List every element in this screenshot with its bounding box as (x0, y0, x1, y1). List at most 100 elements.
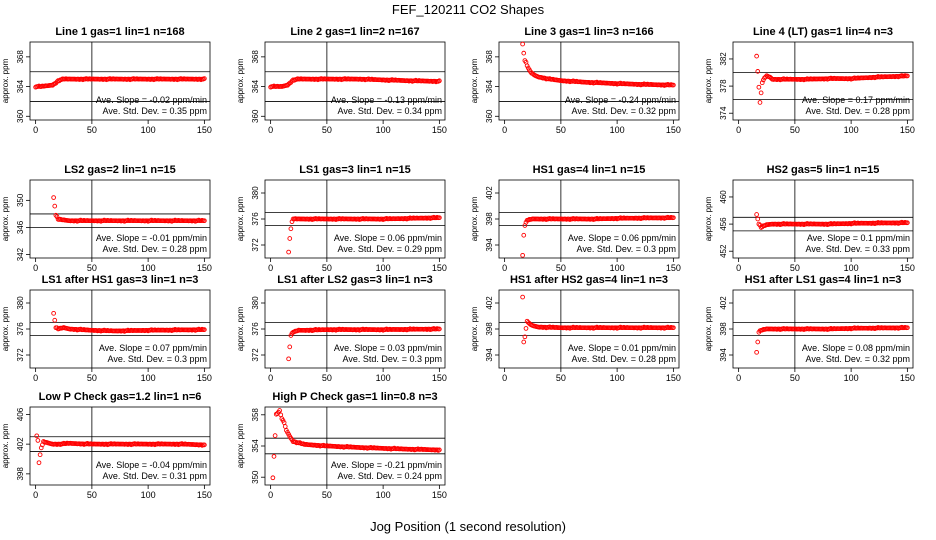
slope-annotation: Ave. Slope = 0.06 ppm/min (334, 233, 442, 243)
panel-title: LS2 gas=2 lin=1 n=15 (64, 164, 176, 176)
slope-annotation: Ave. Slope = 0.17 ppm/min (802, 95, 910, 105)
y-axis-label: approx. ppm (470, 196, 479, 241)
plot-frame (732, 41, 914, 121)
x-tick-label: 100 (610, 263, 625, 273)
data-point (286, 249, 291, 255)
std-dev-annotation: Ave. Std. Dev. = 0.3 ppm (577, 244, 676, 254)
panel-12: HS1 after LS1 gas=4 lin=1 n=3 approx. ppm… (704, 274, 915, 383)
data-point (521, 50, 527, 56)
y-tick-label: 354 (251, 439, 260, 453)
x-tick-label: 100 (376, 263, 391, 273)
data-point (521, 232, 527, 238)
y-tick-label: 394 (719, 348, 728, 362)
x-tick-label: 0 (268, 373, 273, 383)
data-point (437, 447, 442, 453)
data-point (282, 424, 288, 429)
panel-3: Line 3 gas=1 lin=3 n=166 approx. ppm 0 50 10… (470, 26, 681, 135)
plot-frame (29, 41, 211, 121)
data-point (289, 219, 295, 225)
x-tick-label: 150 (432, 490, 447, 500)
data-point (437, 326, 442, 332)
x-tick-label: 150 (432, 125, 447, 135)
data-point (37, 452, 43, 458)
data-point (520, 41, 525, 47)
y-axis-label: approx. ppm (1, 58, 10, 103)
x-tick-label: 150 (666, 125, 681, 135)
x-tick-label: 0 (268, 125, 273, 135)
data-point (521, 339, 527, 345)
y-axis-label: approx. ppm (236, 423, 245, 468)
x-tick-label: 150 (900, 125, 915, 135)
x-tick-label: 0 (268, 263, 273, 273)
slope-annotation: Ave. Slope = -0.01 ppm/min (96, 233, 207, 243)
data-point (437, 78, 442, 84)
slope-annotation: Ave. Slope = -0.04 ppm/min (96, 460, 207, 470)
data-point (756, 84, 762, 90)
data-point (755, 216, 761, 222)
panel-14: High P Check gas=1 lin=0.8 n=3 approx. pp… (236, 391, 447, 500)
panel-title: Line 2 gas=1 lin=2 n=167 (290, 26, 419, 38)
y-tick-label: 380 (16, 296, 25, 310)
panel-2: Line 2 gas=1 lin=2 n=167 approx. ppm 0 50 10… (236, 26, 447, 135)
slope-annotation: Ave. Slope = 0.1 ppm/min (807, 233, 910, 243)
data-point (905, 325, 910, 331)
x-tick-label: 50 (322, 125, 332, 135)
x-tick-label: 50 (87, 373, 97, 383)
data-point (287, 236, 293, 241)
x-tick-label: 150 (432, 373, 447, 383)
y-tick-label: 394 (485, 238, 494, 252)
y-tick-label: 368 (251, 50, 260, 64)
panel-13: Low P Check gas=1.2 lin=1 n=6 approx. ppm… (1, 391, 212, 500)
data-point (270, 475, 276, 481)
y-tick-label: 350 (16, 193, 25, 207)
x-tick-label: 100 (376, 490, 391, 500)
y-axis-label: approx. ppm (470, 58, 479, 103)
x-tick-label: 100 (844, 373, 859, 383)
panel-title: Line 3 gas=1 lin=3 n=166 (524, 26, 653, 38)
panel-title: HS1 after LS1 gas=4 lin=1 n=3 (745, 274, 902, 286)
x-tick-label: 0 (33, 125, 38, 135)
slope-annotation: Ave. Slope = 0.06 ppm/min (568, 233, 676, 243)
x-tick-label: 50 (556, 373, 566, 383)
panel-4: Line 4 (LT) gas=1 lin=4 n=3 approx. ppm 0 5… (704, 26, 915, 135)
slope-annotation: Ave. Slope = 0.08 ppm/min (802, 343, 910, 353)
panel-5: LS2 gas=2 lin=1 n=15 approx. ppm 0 50 100 150… (1, 164, 212, 273)
x-tick-label: 50 (556, 125, 566, 135)
y-tick-label: 372 (251, 238, 260, 252)
y-axis-label: approx. ppm (236, 58, 245, 103)
y-tick-label: 380 (251, 186, 260, 200)
std-dev-annotation: Ave. Std. Dev. = 0.28 ppm (806, 106, 910, 116)
std-dev-annotation: Ave. Std. Dev. = 0.34 ppm (338, 106, 442, 116)
data-point (54, 214, 60, 220)
data-point (288, 226, 294, 232)
y-tick-label: 360 (485, 109, 494, 123)
y-tick-label: 378 (719, 79, 728, 93)
y-axis-label: approx. ppm (1, 306, 10, 351)
x-tick-label: 0 (736, 373, 741, 383)
std-dev-annotation: Ave. Std. Dev. = 0.28 ppm (103, 244, 207, 254)
plot-frame (732, 179, 914, 259)
plot-frame (29, 406, 211, 486)
panel-1: Line 1 gas=1 lin=1 n=168 approx. ppm 0 50 10… (1, 26, 212, 135)
data-point (35, 438, 41, 443)
data-point (758, 90, 764, 96)
panel-title: LS1 after LS2 gas=3 lin=1 n=3 (277, 274, 433, 286)
data-point (756, 221, 762, 227)
data-point (757, 100, 763, 105)
data-point (520, 294, 525, 300)
data-point (286, 356, 291, 362)
y-tick-label: 380 (251, 296, 260, 310)
data-point (52, 203, 58, 209)
std-dev-annotation: Ave. Std. Dev. = 0.28 ppm (572, 354, 676, 364)
x-tick-label: 150 (197, 490, 212, 500)
data-point (671, 325, 676, 331)
data-point (202, 327, 207, 332)
x-tick-label: 0 (502, 125, 507, 135)
slope-annotation: Ave. Slope = -0.21 ppm/min (331, 460, 442, 470)
x-tick-label: 50 (87, 263, 97, 273)
data-point (278, 412, 284, 418)
slope-annotation: Ave. Slope = 0.07 ppm/min (99, 343, 207, 353)
panel-title: HS1 after HS2 gas=4 lin=1 n=3 (510, 274, 668, 286)
data-point (524, 63, 530, 69)
y-tick-label: 402 (485, 186, 494, 200)
